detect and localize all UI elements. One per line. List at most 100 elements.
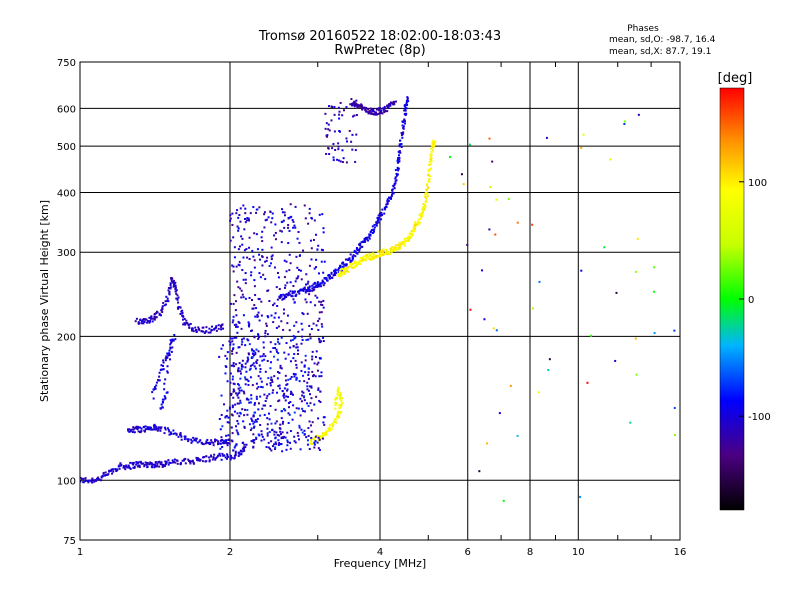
data-point bbox=[396, 166, 399, 169]
data-point bbox=[401, 241, 404, 244]
data-point bbox=[246, 256, 249, 259]
data-point bbox=[338, 110, 341, 113]
data-point bbox=[129, 430, 132, 433]
data-point bbox=[376, 255, 379, 258]
data-point bbox=[270, 221, 273, 224]
data-point bbox=[359, 105, 362, 108]
data-point bbox=[257, 385, 260, 388]
data-point bbox=[112, 470, 115, 473]
data-point bbox=[237, 216, 240, 219]
data-point bbox=[253, 402, 256, 405]
data-point bbox=[287, 226, 290, 229]
data-point bbox=[278, 399, 281, 402]
data-point bbox=[129, 429, 132, 432]
data-point bbox=[228, 340, 231, 343]
data-point bbox=[270, 246, 273, 249]
data-point bbox=[323, 260, 326, 263]
y-tick-label: 400 bbox=[57, 188, 76, 199]
data-point bbox=[259, 370, 262, 373]
data-point bbox=[373, 230, 376, 233]
data-point bbox=[153, 315, 156, 318]
data-point bbox=[351, 256, 354, 259]
data-point bbox=[326, 134, 329, 137]
data-point bbox=[330, 119, 333, 122]
data-point bbox=[297, 438, 300, 441]
data-point bbox=[250, 274, 253, 277]
data-point bbox=[152, 397, 155, 400]
data-point bbox=[380, 254, 383, 257]
data-point bbox=[255, 360, 258, 363]
data-point bbox=[231, 350, 234, 353]
data-point bbox=[236, 325, 239, 328]
data-point bbox=[420, 216, 423, 219]
data-point bbox=[304, 371, 307, 374]
data-point bbox=[335, 421, 338, 424]
data-point bbox=[586, 381, 589, 384]
data-point bbox=[292, 285, 295, 288]
data-point bbox=[179, 434, 182, 437]
data-point bbox=[266, 417, 269, 420]
data-point bbox=[197, 327, 200, 330]
data-point bbox=[219, 439, 222, 442]
data-point bbox=[235, 325, 238, 328]
data-point bbox=[333, 106, 336, 109]
data-point bbox=[337, 148, 340, 151]
data-point bbox=[133, 431, 136, 434]
data-point bbox=[239, 386, 242, 389]
data-point bbox=[317, 388, 320, 391]
data-point bbox=[295, 366, 298, 369]
data-point bbox=[278, 384, 281, 387]
data-point bbox=[377, 217, 380, 220]
data-point bbox=[265, 383, 268, 386]
data-point bbox=[303, 380, 306, 383]
data-point bbox=[259, 355, 262, 358]
data-point bbox=[210, 454, 213, 457]
data-point bbox=[240, 296, 243, 299]
data-point bbox=[353, 249, 356, 252]
data-point bbox=[351, 115, 354, 118]
data-point bbox=[280, 437, 283, 440]
data-point bbox=[287, 421, 290, 424]
data-point bbox=[166, 371, 169, 374]
data-point bbox=[386, 202, 389, 205]
data-point bbox=[316, 436, 319, 439]
data-point bbox=[280, 417, 283, 420]
data-point bbox=[164, 378, 167, 381]
data-point bbox=[253, 421, 256, 424]
data-point bbox=[281, 431, 284, 434]
data-point bbox=[223, 439, 226, 442]
data-point bbox=[254, 294, 257, 297]
data-point bbox=[349, 103, 352, 106]
data-point bbox=[300, 369, 303, 372]
data-point bbox=[262, 273, 265, 276]
data-point bbox=[214, 440, 217, 443]
data-point bbox=[296, 237, 299, 240]
data-point bbox=[166, 297, 169, 300]
data-point bbox=[346, 270, 349, 273]
data-point bbox=[280, 443, 283, 446]
data-point bbox=[294, 336, 297, 339]
data-point bbox=[282, 394, 285, 397]
data-point bbox=[266, 359, 269, 362]
data-point bbox=[166, 365, 169, 368]
data-point bbox=[637, 113, 640, 116]
data-point bbox=[283, 226, 286, 229]
data-point bbox=[208, 443, 211, 446]
data-point bbox=[160, 426, 163, 429]
data-point bbox=[395, 172, 398, 175]
data-point bbox=[243, 414, 246, 417]
data-point bbox=[229, 381, 232, 384]
data-point bbox=[486, 442, 489, 445]
data-point bbox=[360, 260, 363, 263]
data-point bbox=[238, 321, 241, 324]
data-point bbox=[234, 425, 237, 428]
data-point bbox=[112, 468, 115, 471]
data-point bbox=[238, 260, 241, 263]
data-point bbox=[294, 441, 297, 444]
data-point bbox=[309, 424, 312, 427]
data-point bbox=[379, 254, 382, 257]
data-point bbox=[176, 298, 179, 301]
data-point bbox=[217, 440, 220, 443]
data-point bbox=[393, 183, 396, 186]
